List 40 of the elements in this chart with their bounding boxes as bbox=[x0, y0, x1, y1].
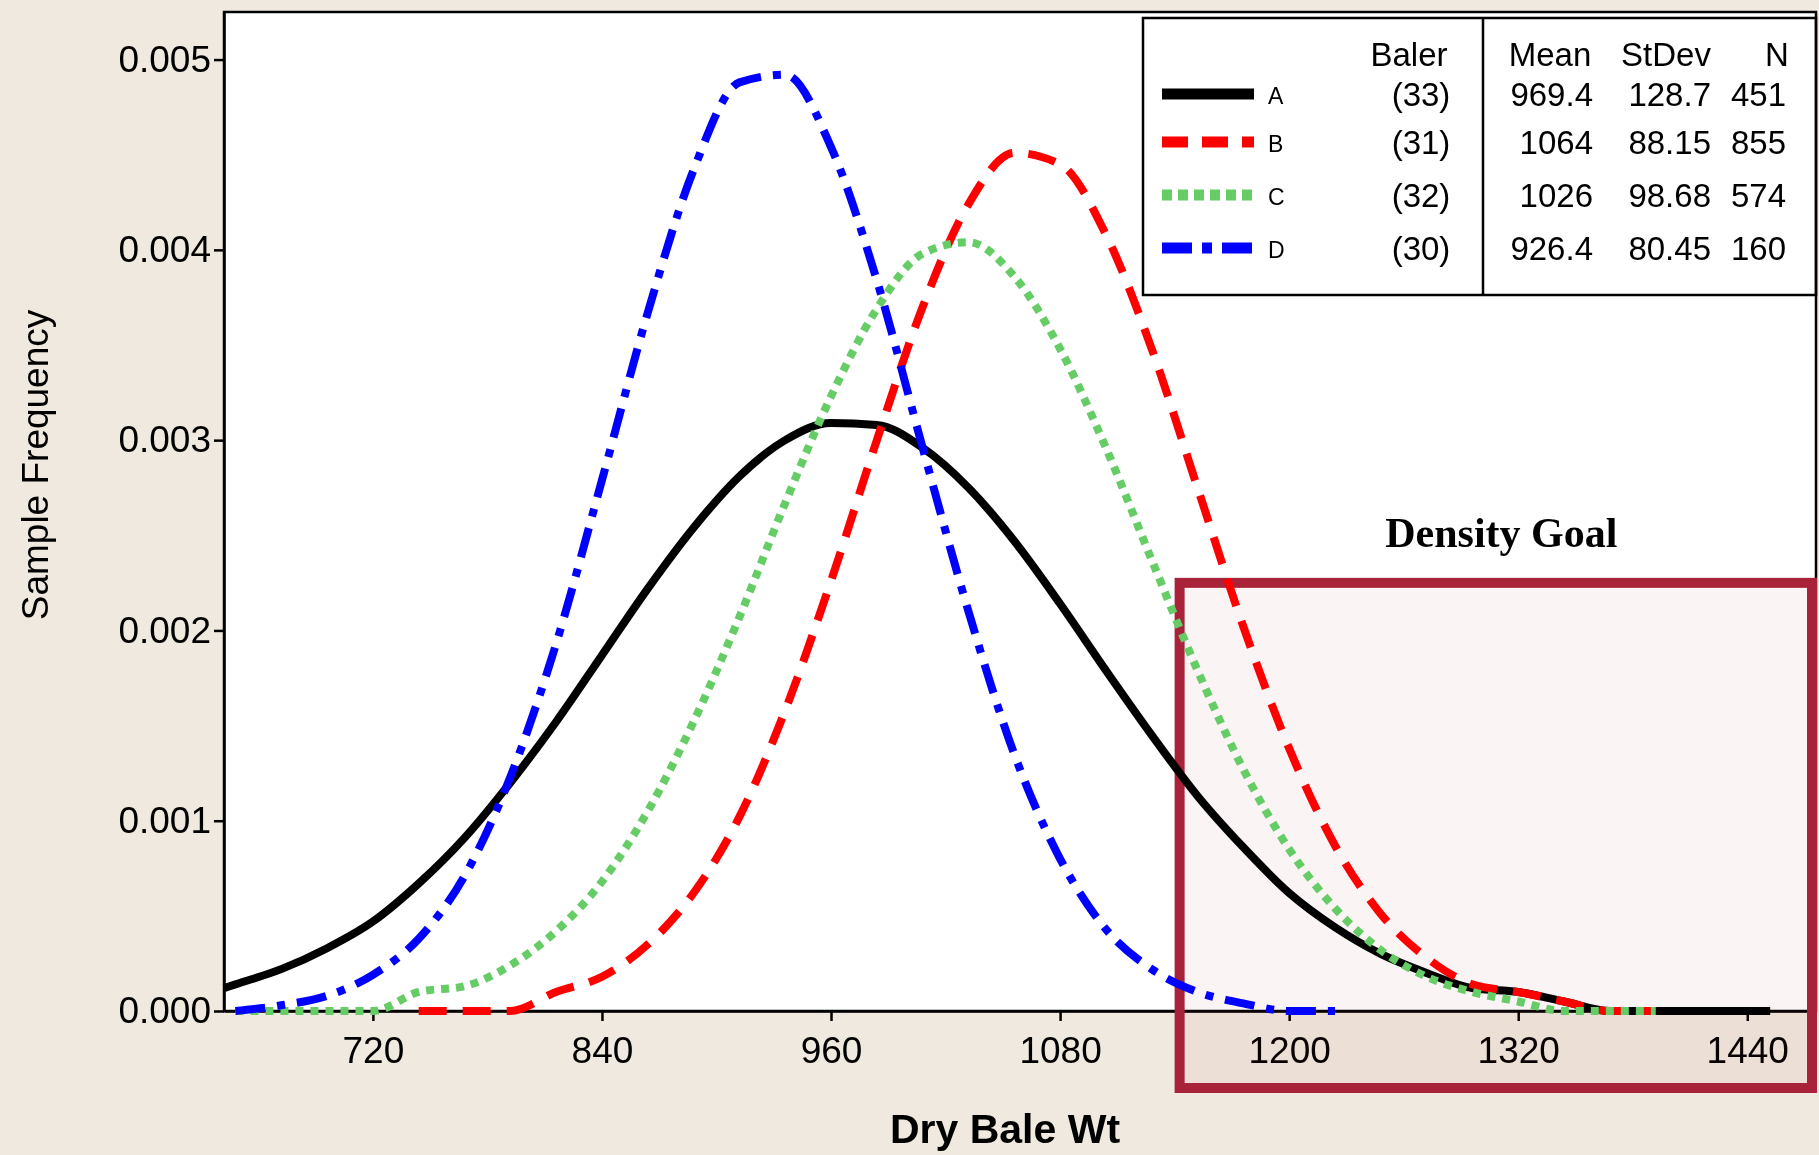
y-tick-label: 0.000 bbox=[118, 990, 211, 1032]
annotation: 926.4 bbox=[1510, 230, 1593, 267]
y-tick-label: 0.001 bbox=[118, 800, 211, 842]
legend-label: D bbox=[1268, 237, 1285, 263]
annotation: 128.7 bbox=[1628, 76, 1711, 113]
x-tick-label: 960 bbox=[800, 1029, 863, 1071]
y-tick-label: 0.002 bbox=[118, 609, 211, 651]
annotation: N bbox=[1765, 36, 1789, 73]
annotation: 855 bbox=[1730, 124, 1786, 161]
y-tick-label: 0.004 bbox=[118, 229, 211, 271]
y-axis-title: Sample Frequency bbox=[15, 309, 56, 621]
y-tick-label: 0.005 bbox=[118, 38, 211, 80]
annotation: 451 bbox=[1730, 76, 1786, 113]
x-tick-label: 1440 bbox=[1706, 1029, 1789, 1071]
annotation: Mean bbox=[1508, 36, 1592, 73]
x-axis-title: Dry Bale Wt bbox=[889, 1106, 1121, 1152]
legend-label: A bbox=[1268, 83, 1284, 109]
annotation: (31) bbox=[1391, 124, 1451, 161]
annotation: 1064 bbox=[1519, 124, 1593, 161]
x-tick-label: 1200 bbox=[1248, 1029, 1331, 1071]
legend-label: B bbox=[1268, 131, 1284, 157]
x-tick-label: 1320 bbox=[1477, 1029, 1560, 1071]
annotation: 98.68 bbox=[1628, 177, 1711, 214]
y-tick-label: 0.003 bbox=[118, 419, 211, 461]
annotation: (32) bbox=[1391, 177, 1451, 214]
band-label: Density Goal bbox=[1385, 509, 1618, 556]
annotation: 969.4 bbox=[1510, 76, 1593, 113]
annotation: (30) bbox=[1391, 230, 1451, 267]
x-tick-label: 840 bbox=[571, 1029, 634, 1071]
annotation: 80.45 bbox=[1628, 230, 1711, 267]
annotation: (33) bbox=[1391, 76, 1451, 113]
legend-title: Baler bbox=[1370, 36, 1448, 73]
x-tick-label: 1080 bbox=[1019, 1029, 1102, 1071]
annotation: 160 bbox=[1730, 230, 1786, 267]
annotation: StDev bbox=[1621, 36, 1712, 73]
legend-label: C bbox=[1268, 184, 1285, 210]
annotation: 1026 bbox=[1519, 177, 1593, 214]
x-tick-label: 720 bbox=[342, 1029, 405, 1071]
annotation: 88.15 bbox=[1628, 124, 1711, 161]
annotation: 574 bbox=[1730, 177, 1786, 214]
